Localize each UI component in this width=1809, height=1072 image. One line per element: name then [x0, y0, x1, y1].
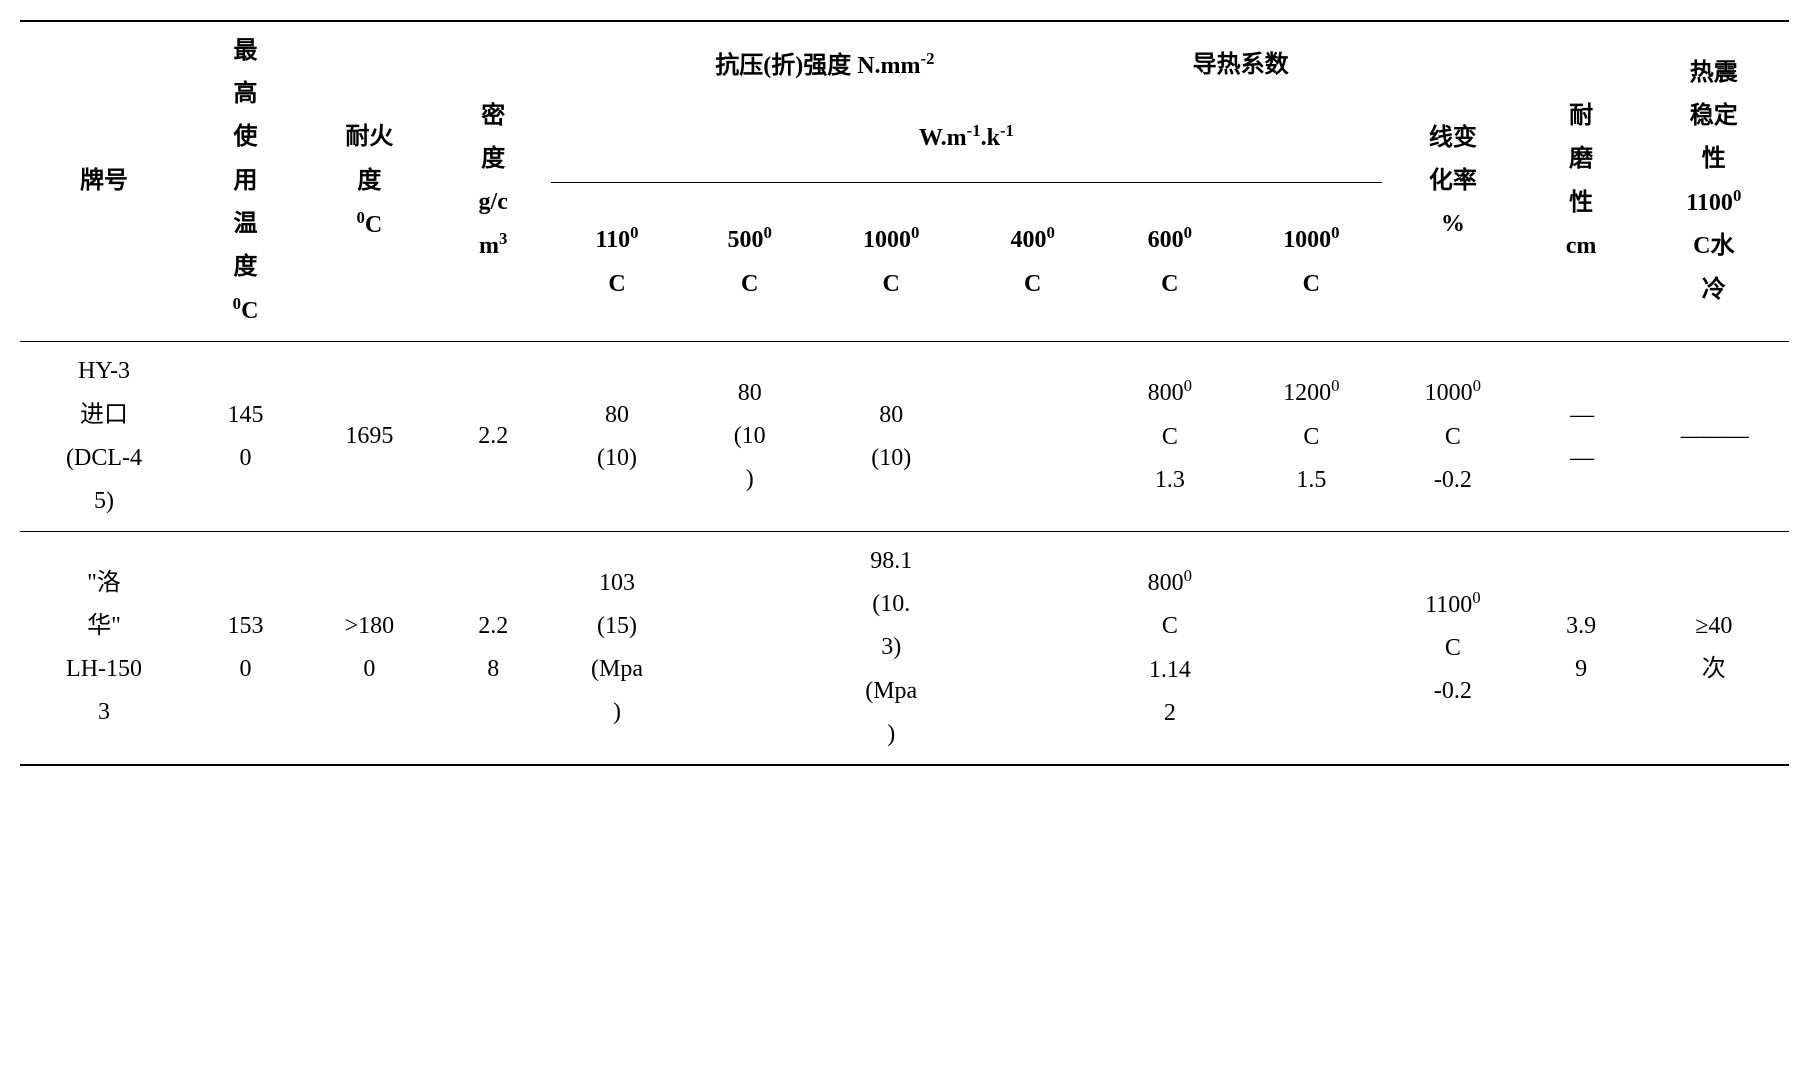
cell-1000c-2 [1241, 532, 1383, 765]
cell-refractoriness: 1695 [303, 342, 436, 532]
header-thermal-shock: 热震稳定性11000C水冷 [1639, 21, 1789, 342]
header-400c: 4000C [966, 183, 1099, 342]
cell-density: 2.2 [436, 342, 551, 532]
cell-600c: 8000C1.3 [1099, 342, 1241, 532]
cell-linear-change: 11000C-0.2 [1382, 532, 1524, 765]
cell-600c: 8000C1.142 [1099, 532, 1241, 765]
header-110c: 1100C [551, 183, 684, 342]
header-max-temp: 最高使用温度0C [188, 21, 303, 342]
cell-max-temp: 1530 [188, 532, 303, 765]
table-row: HY-3进口(DCL-45) 1450 1695 2.2 80(10) 80(1… [20, 342, 1789, 532]
cell-grade: "洛华"LH-1503 [20, 532, 188, 765]
table-row: "洛华"LH-1503 1530 >1800 2.28 103(15)(Mpa)… [20, 532, 1789, 765]
header-unit-subtitle: W.m-1.k-1 [551, 102, 1382, 182]
cell-400c [966, 342, 1099, 532]
header-600c: 6000C [1099, 183, 1241, 342]
header-1000c-1: 10000C [816, 183, 966, 342]
header-compressive-strength: 抗压(折)强度 N.mm-2 [551, 21, 1099, 102]
header-pai-hao: 牌号 [20, 21, 188, 342]
cell-1000c-1: 80(10) [816, 342, 966, 532]
cell-110c: 80(10) [551, 342, 684, 532]
header-thermal-conductivity: 导热系数 [1099, 21, 1382, 102]
table-body: HY-3进口(DCL-45) 1450 1695 2.2 80(10) 80(1… [20, 342, 1789, 765]
header-wear-resistance: 耐磨性cm [1524, 21, 1639, 342]
header-500c: 5000C [683, 183, 816, 342]
cell-wear: —— [1524, 342, 1639, 532]
table-header: 牌号 最高使用温度0C 耐火度0C 密度g/cm3 抗压(折)强度 N.mm-2… [20, 21, 1789, 342]
cell-density: 2.28 [436, 532, 551, 765]
cell-wear: 3.99 [1524, 532, 1639, 765]
header-refractoriness: 耐火度0C [303, 21, 436, 342]
cell-400c [966, 532, 1099, 765]
cell-110c: 103(15)(Mpa) [551, 532, 684, 765]
cell-500c [683, 532, 816, 765]
header-1000c-2: 10000C [1241, 183, 1383, 342]
cell-refractoriness: >1800 [303, 532, 436, 765]
cell-thermal-shock: ≥40次 [1639, 532, 1789, 765]
cell-1000c-2: 12000C1.5 [1241, 342, 1383, 532]
cell-max-temp: 1450 [188, 342, 303, 532]
cell-500c: 80(10) [683, 342, 816, 532]
materials-properties-table: 牌号 最高使用温度0C 耐火度0C 密度g/cm3 抗压(折)强度 N.mm-2… [20, 20, 1789, 766]
cell-1000c-1: 98.1(10.3)(Mpa) [816, 532, 966, 765]
cell-linear-change: 10000C-0.2 [1382, 342, 1524, 532]
cell-thermal-shock: ——— [1639, 342, 1789, 532]
header-linear-change: 线变化率% [1382, 21, 1524, 342]
cell-grade: HY-3进口(DCL-45) [20, 342, 188, 532]
header-density: 密度g/cm3 [436, 21, 551, 342]
